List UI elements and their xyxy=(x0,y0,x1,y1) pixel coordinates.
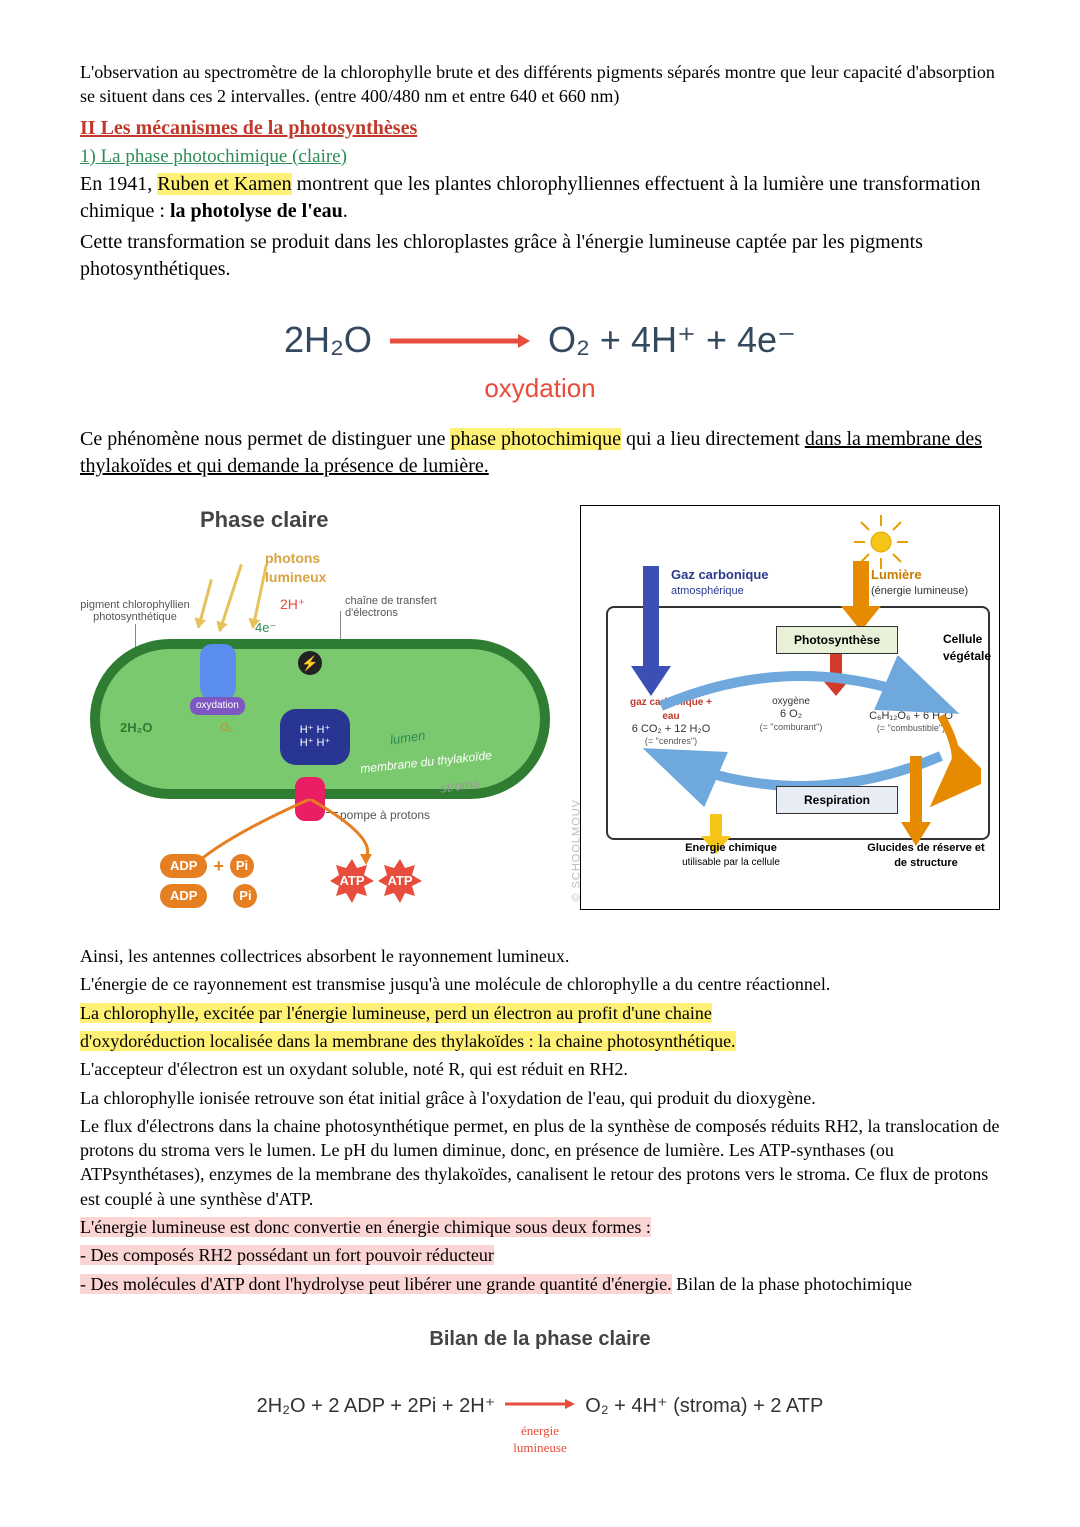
para-after-2: L'énergie de ce rayonnement est transmis… xyxy=(80,972,1000,996)
equation-bilan: 2H₂O + 2 ADP + 2Pi + 2H⁺ O₂ + 4H⁺ (strom… xyxy=(80,1393,1000,1457)
atp-star-icon: ATP xyxy=(330,859,374,903)
bold-text: la photolyse de l'eau xyxy=(170,200,343,222)
figure-cycle-diagram: Gaz carbonique atmosphérique Lumière (én… xyxy=(580,505,1000,910)
respiration-box: Respiration xyxy=(776,786,898,814)
h2o-label: 2H₂O xyxy=(120,719,153,737)
text: En 1941, xyxy=(80,173,157,195)
highlight: phase photochimique xyxy=(450,428,621,450)
text: . xyxy=(343,200,348,222)
proton-block: H⁺ H⁺ H⁺ H⁺ xyxy=(280,709,350,765)
orange-arrow-icon xyxy=(901,756,931,846)
arrow-icon xyxy=(505,1393,575,1420)
atp-row: ATP ATP xyxy=(330,859,422,903)
para-after-4: La chlorophylle ionisée retrouve son éta… xyxy=(80,1086,1000,1110)
photosynthese-box: Photosynthèse xyxy=(776,626,898,654)
pigment-label: pigment chlorophyllien photosynthétique xyxy=(80,599,190,623)
eq-right: O₂ + 4H⁺ (stroma) + 2 ATP xyxy=(585,1393,823,1420)
paragraph-2: Cette transformation se produit dans les… xyxy=(80,229,1000,283)
gaz-carbonique-label: Gaz carbonique atmosphérique xyxy=(671,566,769,598)
figure-phase-claire: Phase claire photons lumineux pigment ch… xyxy=(80,505,560,919)
photosystem-shape xyxy=(200,644,236,704)
atp-star-icon: ATP xyxy=(378,859,422,903)
eq-right: O₂ + 4H⁺ + 4e⁻ xyxy=(548,316,796,365)
glucides-label: Glucides de réserve et de structure xyxy=(861,841,991,871)
lumiere-label: Lumière (énergie lumineuse) xyxy=(871,566,968,598)
heading-2: II Les mécanismes de la photosynthèses xyxy=(80,115,1000,142)
o2-label: O₂ xyxy=(220,721,233,736)
bilan-title: Bilan de la phase claire xyxy=(80,1326,1000,1353)
adp-row: ADP Pi xyxy=(160,884,257,908)
eq-label: oxydation xyxy=(80,371,1000,406)
arrow-icon xyxy=(390,311,530,365)
photon-arrow-icon xyxy=(218,564,242,632)
lightning-icon: ⚡ xyxy=(298,651,322,675)
intro-paragraph: L'observation au spectromètre de la chlo… xyxy=(80,60,1000,109)
paragraph-1: En 1941, Ruben et Kamen montrent que les… xyxy=(80,171,1000,225)
eq-label: énergie lumineuse xyxy=(80,1422,1000,1457)
para-hl-1: La chlorophylle, excitée par l'énergie l… xyxy=(80,1001,1000,1025)
text: qui a lieu directement xyxy=(621,428,805,450)
orange-arrow-icon xyxy=(841,561,881,631)
equation-photolysis: 2H₂O O₂ + 4H⁺ + 4e⁻ oxydation xyxy=(80,313,1000,406)
text: Ce phénomène nous permet de distinguer u… xyxy=(80,428,450,450)
adp-badge: ADP xyxy=(160,854,207,878)
photons-label: photons lumineux xyxy=(265,549,326,587)
two-h-plus-label: 2H⁺ xyxy=(280,595,305,614)
adp-badge: ADP xyxy=(160,884,207,908)
pi-badge: Pi xyxy=(230,854,254,878)
plus-sign: + xyxy=(213,854,224,878)
figure-title: Phase claire xyxy=(200,505,560,535)
para-after-5: Le flux d'électrons dans la chaine photo… xyxy=(80,1114,1000,1211)
heading-3: 1) La phase photochimique (claire) xyxy=(80,144,1000,170)
para-after-1: Ainsi, les antennes collectrices absorbe… xyxy=(80,944,1000,968)
para-pink-2: - Des composés RH2 possédant un fort pou… xyxy=(80,1243,1000,1267)
eq-left: 2H₂O xyxy=(284,316,372,365)
oxydation-tag: oxydation xyxy=(190,697,245,715)
electron-chain-label: chaîne de transfert d'électrons xyxy=(345,595,455,619)
eq-left: 2H₂O + 2 ADP + 2Pi + 2H⁺ xyxy=(257,1393,496,1420)
para-pink-1: L'énergie lumineuse est donc convertie e… xyxy=(80,1215,1000,1239)
paragraph-3: Ce phénomène nous permet de distinguer u… xyxy=(80,426,1000,480)
energie-chimique-label: Energie chimique utilisable par la cellu… xyxy=(661,841,801,869)
highlight: Ruben et Kamen xyxy=(157,173,291,195)
figure-row: Phase claire photons lumineux pigment ch… xyxy=(80,505,1000,919)
para-after-3: L'accepteur d'électron est un oxydant so… xyxy=(80,1057,1000,1081)
adp-row: ADP + Pi xyxy=(160,854,254,878)
para-hl-2: d'oxydoréduction localisée dans la membr… xyxy=(80,1029,1000,1053)
para-pink-3: - Des molécules d'ATP dont l'hydrolyse p… xyxy=(80,1272,1000,1296)
photon-arrow-icon xyxy=(197,579,213,628)
pi-badge: Pi xyxy=(233,884,257,908)
